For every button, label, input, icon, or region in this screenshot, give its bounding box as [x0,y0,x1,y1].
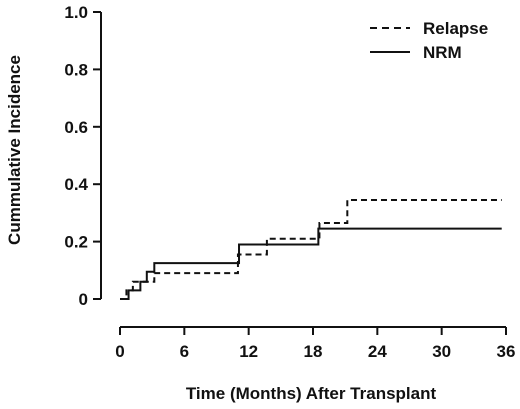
legend-label-nrm: NRM [423,43,462,62]
x-tick-label: 0 [115,342,124,361]
y-ticks: 0 0.2 0.4 0.6 0.8 1.0 [64,3,101,309]
x-tick-label: 6 [180,342,189,361]
series-line-nrm [120,227,502,300]
x-tick-label: 24 [368,342,387,361]
legend: Relapse NRM [370,19,488,62]
x-axis-title: Time (Months) After Transplant [186,384,437,403]
legend-label-relapse: Relapse [423,19,488,38]
x-tick-label: 30 [432,342,451,361]
series-layer [120,198,502,300]
y-tick-label: 0.2 [64,233,88,252]
y-tick-label: 1.0 [64,3,88,22]
x-ticks: 0 6 12 18 24 30 36 [115,327,515,361]
series-line-relapse [120,198,502,300]
y-tick-label: 0 [79,290,88,309]
y-axis-title: Cummulative Incidence [5,55,24,245]
x-tick-label: 36 [497,342,516,361]
x-tick-label: 18 [304,342,323,361]
y-tick-label: 0.6 [64,118,88,137]
y-tick-label: 0.8 [64,60,88,79]
y-tick-label: 0.4 [64,175,88,194]
x-tick-label: 12 [239,342,258,361]
